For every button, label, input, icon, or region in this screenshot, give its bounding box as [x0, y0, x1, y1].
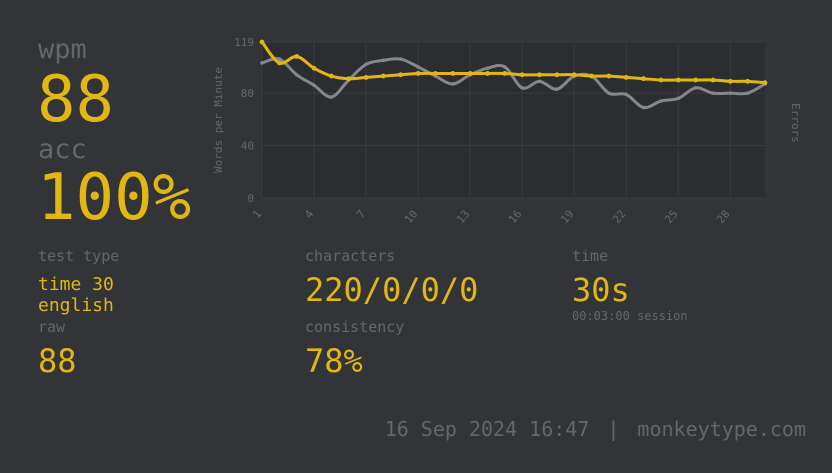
- test-type-language: english: [38, 294, 114, 316]
- raw-point: [381, 58, 386, 63]
- footer-site: monkeytype.com: [637, 417, 806, 441]
- wpm-point: [745, 78, 751, 84]
- wpm-point: [485, 71, 490, 76]
- raw-point: [416, 65, 420, 69]
- consistency-value: 78%: [305, 341, 363, 380]
- raw-point: [676, 96, 681, 101]
- characters-value: 220/0/0/0: [305, 270, 479, 309]
- wpm-point: [606, 73, 612, 79]
- wpm-point: [433, 71, 438, 76]
- wpm-point: [658, 77, 664, 83]
- wpm-point: [259, 39, 265, 45]
- stat-raw: raw 88: [38, 318, 77, 378]
- x-tick-label: 7: [354, 208, 368, 221]
- wpm-point: [641, 76, 646, 82]
- x-tick-label: 16: [506, 208, 524, 227]
- raw-point: [537, 79, 542, 84]
- session-time: 00:03:00 session: [572, 309, 688, 324]
- time-value: 30s: [572, 270, 630, 309]
- footer-separator: |: [607, 417, 620, 441]
- time-label: time: [572, 247, 609, 265]
- raw-value: 88: [38, 341, 77, 380]
- raw-point: [450, 82, 455, 86]
- raw-point: [260, 61, 264, 65]
- raw-point: [312, 83, 316, 88]
- raw-point: [555, 87, 559, 91]
- y-tick-label: 0: [247, 192, 254, 205]
- y-tick-label: 119: [234, 36, 254, 49]
- wpm-point: [589, 73, 594, 79]
- raw-point: [485, 66, 490, 71]
- raw-point: [520, 86, 524, 90]
- wpm-value: 88: [37, 63, 115, 137]
- x-tick-label: 28: [714, 208, 732, 227]
- wpm-point: [415, 71, 421, 76]
- x-tick-label: 13: [454, 208, 472, 227]
- raw-point: [294, 72, 299, 77]
- footer: 16 Sep 2024 16:47 | monkeytype.com: [385, 417, 806, 441]
- raw-point: [728, 91, 733, 95]
- test-type-label: test type: [38, 247, 120, 265]
- wpm-point: [519, 72, 525, 78]
- wpm-point: [398, 72, 404, 78]
- wpm-point: [276, 60, 282, 66]
- acc-value: 100%: [37, 161, 192, 235]
- raw-point: [711, 91, 715, 95]
- consistency-label: consistency: [305, 318, 405, 336]
- y-axis-title-left: Words per Minute: [212, 67, 225, 173]
- wpm-point: [450, 71, 456, 76]
- footer-date: 16 Sep 2024 16:47: [384, 417, 590, 441]
- characters-label: characters: [305, 247, 396, 265]
- wpm-point: [537, 72, 542, 78]
- wpm-point: [693, 77, 699, 83]
- raw-point: [745, 91, 750, 95]
- test-type-mode: time 30: [38, 273, 114, 295]
- wpm-point: [502, 71, 508, 76]
- x-tick-label: 10: [402, 208, 420, 227]
- raw-point: [624, 92, 629, 97]
- raw-point: [641, 105, 646, 110]
- x-tick-label: 19: [558, 208, 576, 227]
- wpm-point: [363, 74, 369, 80]
- raw-point: [329, 95, 334, 99]
- y-tick-label: 40: [241, 140, 254, 153]
- raw-point: [364, 62, 368, 67]
- raw-label: raw: [38, 318, 66, 336]
- acc-label: acc: [38, 134, 87, 165]
- wpm-point: [381, 73, 386, 79]
- wpm-point: [294, 54, 300, 59]
- stat-test-type: test type time 30 english: [38, 247, 119, 316]
- wpm-point: [467, 71, 473, 76]
- wpm-point: [571, 72, 577, 78]
- x-tick-label: 1: [250, 208, 264, 221]
- x-tick-label: 22: [610, 208, 628, 227]
- stat-characters: characters 220/0/0/0: [305, 247, 478, 307]
- raw-point: [607, 91, 611, 95]
- wpm-point: [554, 72, 560, 78]
- wpm-point: [710, 77, 716, 83]
- stat-consistency: consistency 78%: [305, 318, 404, 378]
- wpm-point: [675, 77, 681, 83]
- raw-point: [659, 99, 663, 103]
- wpm-raw-chart: 0 40 80 119 1 4 7 10 13 16 19 22 25 28 Words per Minut…: [212, 36, 802, 227]
- wpm-point: [623, 74, 629, 80]
- wpm-point: [762, 80, 768, 86]
- x-tick-label: 4: [302, 207, 316, 221]
- wpm-point: [727, 78, 733, 84]
- wpm-point: [346, 76, 352, 82]
- stat-time: time 30s 00:03:00 session: [572, 247, 688, 325]
- raw-point: [503, 65, 507, 69]
- raw-point: [693, 86, 698, 90]
- y-tick-label: 80: [241, 87, 254, 100]
- wpm-point: [311, 65, 317, 71]
- wpm-point: [328, 73, 334, 79]
- raw-point: [277, 57, 282, 61]
- chart-plot-area: [262, 42, 765, 198]
- x-tick-label: 25: [662, 208, 680, 227]
- y-axis-title-right: Errors: [789, 103, 802, 143]
- wpm-label: wpm: [38, 34, 87, 65]
- raw-point: [398, 57, 403, 61]
